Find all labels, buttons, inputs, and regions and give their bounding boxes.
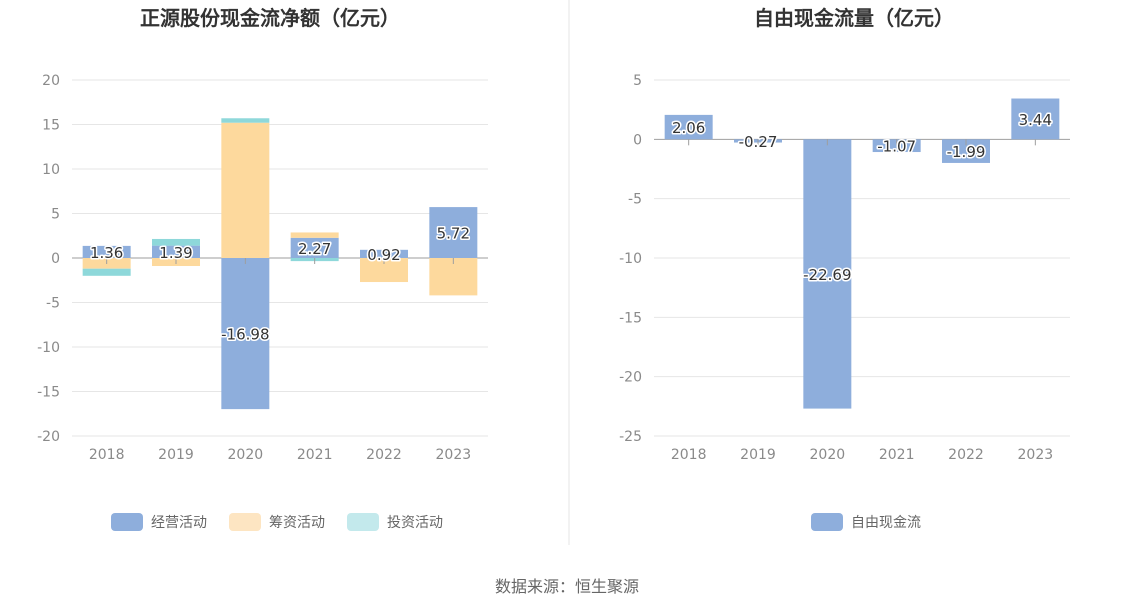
cfn-bar-series-1 [429, 258, 478, 296]
fcf-bar-main [872, 139, 921, 153]
cfn-x-tick-label: 2021 [297, 447, 333, 463]
cfn-y-tick-label: 5 [51, 207, 60, 223]
cfn-bar-main [290, 237, 339, 258]
cfn-y-tick-label: -10 [37, 340, 60, 356]
fcf-data-label: -1.99 [947, 143, 986, 161]
fcf-data-label: 2.06 [672, 119, 705, 137]
fcf-data-label: -1.07 [877, 138, 916, 156]
cfn-bar-main [360, 249, 408, 258]
cfn-title: 正源股份现金流净额（亿元） [140, 6, 400, 30]
cfn-bar-series-1 [221, 122, 270, 258]
cfn-x-tick-label: 2023 [436, 447, 472, 463]
fcf-x-tick-label: 2021 [879, 447, 915, 463]
fcf-bar-main [942, 139, 990, 163]
fcf-y-tick-label: -15 [619, 310, 642, 326]
cfn-legend-swatch [229, 513, 261, 531]
cfn-legend-swatch [347, 513, 379, 531]
cfn-y-tick-label: 10 [42, 162, 60, 178]
fcf-x-tick-label: 2022 [948, 447, 984, 463]
fcf-y-tick-label: -20 [619, 370, 642, 386]
fcf-y-tick-label: 0 [633, 132, 642, 148]
cfn-y-tick-label: -20 [37, 429, 60, 445]
fcf-x-tick-label: 2020 [810, 447, 846, 463]
fcf-legend-swatch [811, 513, 843, 531]
fcf-y-tick-label: 5 [633, 73, 642, 89]
cfn-bar-series-2 [221, 118, 270, 123]
cfn-data-label: -16.98 [221, 326, 269, 344]
fcf-bar-main [803, 139, 852, 409]
fcf-title: 自由现金流量（亿元） [754, 6, 954, 30]
data-source-note: 数据来源：恒生聚源 [494, 577, 639, 596]
fcf-x-tick-label: 2018 [671, 447, 707, 463]
cfn-legend-swatch [111, 513, 143, 531]
cfn-bar-series-2 [82, 268, 131, 276]
cfn-data-label: 2.27 [298, 240, 331, 258]
cfn-bar-main [152, 245, 200, 258]
cfn-x-tick-label: 2018 [89, 447, 125, 463]
cfn-y-tick-label: -15 [37, 385, 60, 401]
cfn-data-label: 1.39 [159, 244, 192, 262]
cfn-bar-main [429, 207, 478, 258]
fcf-x-tick-label: 2023 [1018, 447, 1054, 463]
fcf-y-tick-label: -5 [628, 192, 642, 208]
cfn-bar-main [221, 258, 270, 410]
cfn-bar-series-1 [290, 232, 339, 238]
cash-flow-net-chart: 正源股份现金流净额（亿元） 20 15 10 5 0 -5 -10 -15 -20 2018 2019… [37, 6, 488, 531]
cfn-x-tick-label: 2022 [366, 447, 402, 463]
cfn-y-tick-label: -5 [46, 296, 60, 312]
fcf-x-tick-label: 2019 [740, 447, 776, 463]
cfn-x-tick-label: 2019 [158, 447, 194, 463]
cfn-y-tick-label: 15 [42, 118, 60, 134]
cfn-bar-main [82, 245, 131, 258]
cfn-legend-label: 筹资活动 [269, 514, 325, 531]
cfn-data-label: 0.92 [367, 246, 400, 264]
fcf-data-label: -0.27 [739, 133, 778, 151]
cfn-x-tick-label: 2020 [228, 447, 264, 463]
cfn-data-label: 1.36 [90, 244, 123, 262]
fcf-y-tick-label: -10 [619, 251, 642, 267]
fcf-bar-main [664, 114, 713, 140]
fcf-data-label: 3.44 [1019, 111, 1052, 129]
fcf-data-label: -22.69 [803, 266, 851, 284]
fcf-legend-label: 自由现金流 [851, 515, 921, 531]
cfn-legend-label: 投资活动 [387, 515, 443, 531]
cfn-data-label: 5.72 [437, 225, 470, 243]
cfn-bar-series-2 [152, 238, 200, 246]
free-cash-flow-chart: 自由现金流量（亿元） 5 0 -5 -10 -15 -20 -25 2018 2019 2020 20… [619, 6, 1070, 531]
fcf-bar-main [1011, 98, 1060, 140]
fcf-y-tick-label: -25 [619, 429, 642, 445]
cfn-y-tick-label: 0 [51, 251, 60, 267]
cfn-y-tick-label: 20 [42, 73, 60, 89]
cfn-legend-label: 经营活动 [151, 515, 207, 531]
